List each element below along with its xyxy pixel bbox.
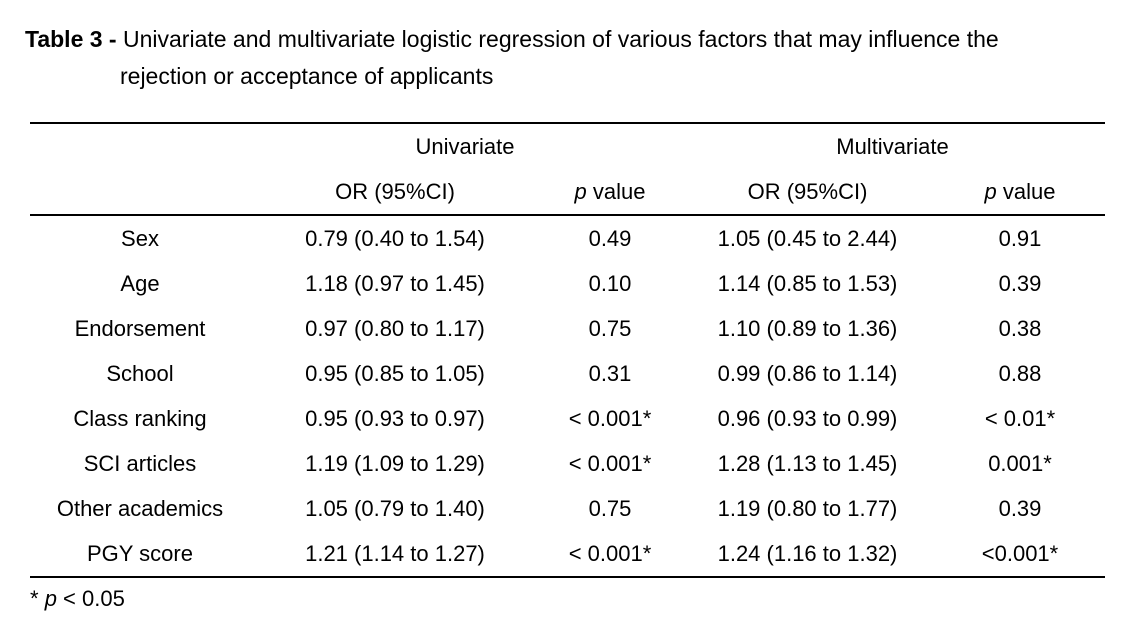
table-row: Endorsement 0.97 (0.80 to 1.17) 0.75 1.10 (… (30, 306, 1105, 351)
rule-bottom (30, 576, 1105, 578)
p-symbol: p (574, 178, 587, 204)
cell-multi-p: < 0.01* (984, 405, 1056, 431)
cell-uni-p: 0.75 (588, 495, 632, 521)
caption-text-line1: Univariate and multivariate logistic reg… (123, 26, 999, 52)
table-caption: Table 3 - Univariate and multivariate lo… (25, 21, 1115, 95)
cell-multi-p: 0.39 (998, 270, 1042, 296)
footnote-marker: * (30, 586, 39, 611)
cell-multi-p: 0.38 (998, 315, 1042, 341)
cell-factor: Other academics (56, 495, 224, 521)
caption-text-line2: rejection or acceptance of applicants (120, 63, 494, 89)
caption-line-1: Table 3 - Univariate and multivariate lo… (25, 21, 1115, 58)
cell-multi-or: 1.14 (0.85 to 1.53) (717, 270, 898, 296)
group-header-row: Univariate Multivariate (30, 124, 1105, 169)
p-symbol: p (984, 178, 997, 204)
column-header-row: OR (95%CI) p value OR (95%CI) p value (30, 169, 1105, 214)
cell-uni-p: < 0.001* (568, 450, 652, 476)
cell-uni-p: 0.49 (588, 225, 632, 251)
cell-multi-or: 1.24 (1.16 to 1.32) (717, 540, 898, 566)
table-row: Age 1.18 (0.97 to 1.45) 0.10 1.14 (0.85 to … (30, 261, 1105, 306)
column-header-multi-p: p value (935, 179, 1105, 205)
cell-factor: PGY score (87, 540, 193, 566)
cell-multi-p: 0.001* (988, 450, 1052, 476)
cell-uni-or: 1.21 (1.14 to 1.27) (305, 540, 485, 566)
regression-table: Univariate Multivariate OR (95%CI) p val… (30, 122, 1105, 578)
rule-mid (30, 214, 1105, 216)
footnote: * p < 0.05 (30, 586, 125, 612)
cell-factor: SCI articles (83, 450, 197, 476)
cell-multi-or: 0.96 (0.93 to 0.99) (717, 405, 898, 431)
cell-uni-p: < 0.001* (568, 540, 652, 566)
cell-multi-or: 1.28 (1.13 to 1.45) (717, 450, 898, 476)
cell-uni-or: 0.79 (0.40 to 1.54) (305, 225, 485, 251)
table-number-label: Table 3 - (25, 26, 117, 52)
cell-uni-p: < 0.001* (568, 405, 652, 431)
table-row: PGY score 1.21 (1.14 to 1.27) < 0.001* 1.24… (30, 531, 1105, 576)
cell-factor: Age (120, 270, 160, 296)
cell-uni-or: 1.18 (0.97 to 1.45) (305, 270, 485, 296)
table-row: Other academics 1.05 (0.79 to 1.40) 0.75 1.… (30, 486, 1105, 531)
footnote-text: < 0.05 (56, 586, 125, 611)
rule-top (30, 122, 1105, 124)
cell-factor: Class ranking (73, 405, 207, 431)
p-label: value (996, 178, 1056, 204)
cell-uni-or: 1.05 (0.79 to 1.40) (305, 495, 485, 521)
table-row: SCI articles 1.19 (1.09 to 1.29) < 0.001* 1… (30, 441, 1105, 486)
column-header-multi-or: OR (95%CI) (747, 178, 868, 204)
cell-factor: School (106, 360, 174, 386)
cell-uni-or: 0.95 (0.93 to 0.97) (305, 405, 485, 431)
cell-multi-or: 1.10 (0.89 to 1.36) (717, 315, 898, 341)
cell-uni-p: 0.75 (588, 315, 632, 341)
cell-uni-p: 0.10 (588, 270, 632, 296)
column-header-uni-or: OR (95%CI) (335, 178, 455, 204)
cell-multi-p: <0.001* (981, 540, 1059, 566)
cell-multi-or: 1.05 (0.45 to 2.44) (717, 225, 898, 251)
cell-multi-or: 0.99 (0.86 to 1.14) (717, 360, 898, 386)
group-header-univariate: Univariate (415, 133, 515, 159)
cell-uni-or: 0.97 (0.80 to 1.17) (305, 315, 485, 341)
cell-factor: Sex (121, 225, 159, 251)
group-header-multivariate: Multivariate (836, 133, 949, 159)
cell-uni-or: 1.19 (1.09 to 1.29) (305, 450, 485, 476)
cell-multi-p: 0.88 (998, 360, 1042, 386)
cell-multi-p: 0.39 (998, 495, 1042, 521)
cell-uni-or: 0.95 (0.85 to 1.05) (305, 360, 485, 386)
cell-multi-or: 1.19 (0.80 to 1.77) (717, 495, 898, 521)
column-header-uni-p: p value (540, 179, 680, 205)
footnote-p-symbol: p (44, 586, 57, 611)
p-label: value (586, 178, 646, 204)
cell-factor: Endorsement (74, 315, 206, 341)
cell-uni-p: 0.31 (588, 360, 632, 386)
table-row: Sex 0.79 (0.40 to 1.54) 0.49 1.05 (0.45 to … (30, 216, 1105, 261)
table-row: Class ranking 0.95 (0.93 to 0.97) < 0.001*… (30, 396, 1105, 441)
cell-multi-p: 0.91 (998, 225, 1042, 251)
table-body: Sex 0.79 (0.40 to 1.54) 0.49 1.05 (0.45 to … (30, 216, 1105, 576)
table-row: School 0.95 (0.85 to 1.05) 0.31 0.99 (0.86 … (30, 351, 1105, 396)
